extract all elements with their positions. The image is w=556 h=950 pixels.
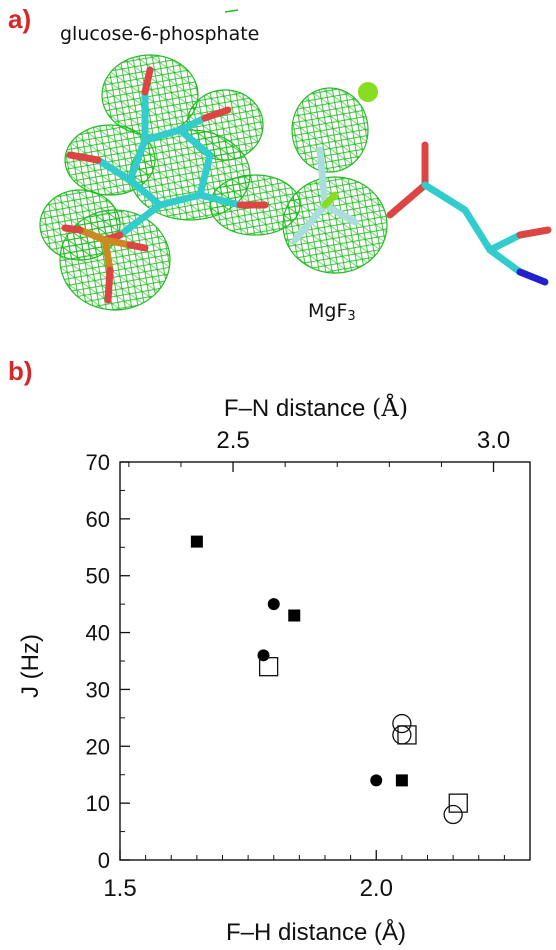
data-point-open-square — [448, 793, 468, 813]
y-tick-label: 70 — [86, 450, 110, 475]
mgf3-sticks — [291, 146, 359, 244]
x2-tick-label: 3.0 — [477, 427, 510, 454]
molecule-title: glucose-6-phosphate — [60, 23, 259, 45]
y-tick-label: 30 — [86, 677, 110, 702]
data-point-filled-square — [190, 535, 203, 548]
data-point-open-square — [258, 657, 279, 677]
data-points — [190, 535, 468, 825]
y-tick-label: 40 — [86, 621, 110, 646]
y-tick-label: 10 — [86, 791, 110, 816]
x2-axis-title: F–N distance (Å) — [224, 393, 408, 422]
data-point-filled-square — [395, 774, 408, 787]
y-tick-label: 0 — [98, 848, 110, 873]
data-point-filled-square — [288, 609, 301, 622]
data-point-filled-circle — [370, 774, 383, 787]
data-point-open-square — [397, 725, 417, 745]
glucose-sticks — [61, 66, 269, 304]
panel-b-label: b) — [8, 356, 33, 386]
structure-figure: glucose-6-phosphate — [39, 9, 552, 324]
mgf3-label: MgF3 — [308, 300, 356, 324]
plot-frame — [119, 461, 531, 861]
magnesium-ion — [358, 82, 378, 102]
density-mesh — [39, 54, 388, 311]
y-tick-label: 60 — [86, 507, 110, 532]
x-axis-ticks: 1.5 2.0 — [103, 850, 531, 902]
mesh-fragment — [224, 9, 239, 13]
coupling-chart: F–N distance (Å) 2.5 3.0 010203040506070 … — [17, 393, 531, 946]
data-point-open-circle — [443, 804, 463, 825]
y-tick-label: 20 — [86, 734, 110, 759]
y-axis-ticks: 0 10 20 30 40 50 60 70 — [86, 450, 130, 873]
data-point-filled-circle — [267, 598, 280, 611]
aspartate-sticks — [386, 141, 552, 286]
x-axis-title: F–H distance (Å) — [226, 918, 406, 946]
data-point-open-circle — [392, 725, 412, 745]
x2-tick-label: 2.5 — [216, 427, 249, 454]
x2-axis-ticks: 2.5 3.0 — [128, 427, 510, 472]
y-tick-label: 50 — [86, 564, 110, 589]
x-tick-label: 2.0 — [360, 875, 393, 902]
x-tick-label: 1.5 — [103, 875, 136, 902]
panel-a-label: a) — [8, 4, 32, 34]
y-axis-title: J (Hz) — [17, 634, 44, 698]
data-point-open-circle — [392, 713, 412, 734]
